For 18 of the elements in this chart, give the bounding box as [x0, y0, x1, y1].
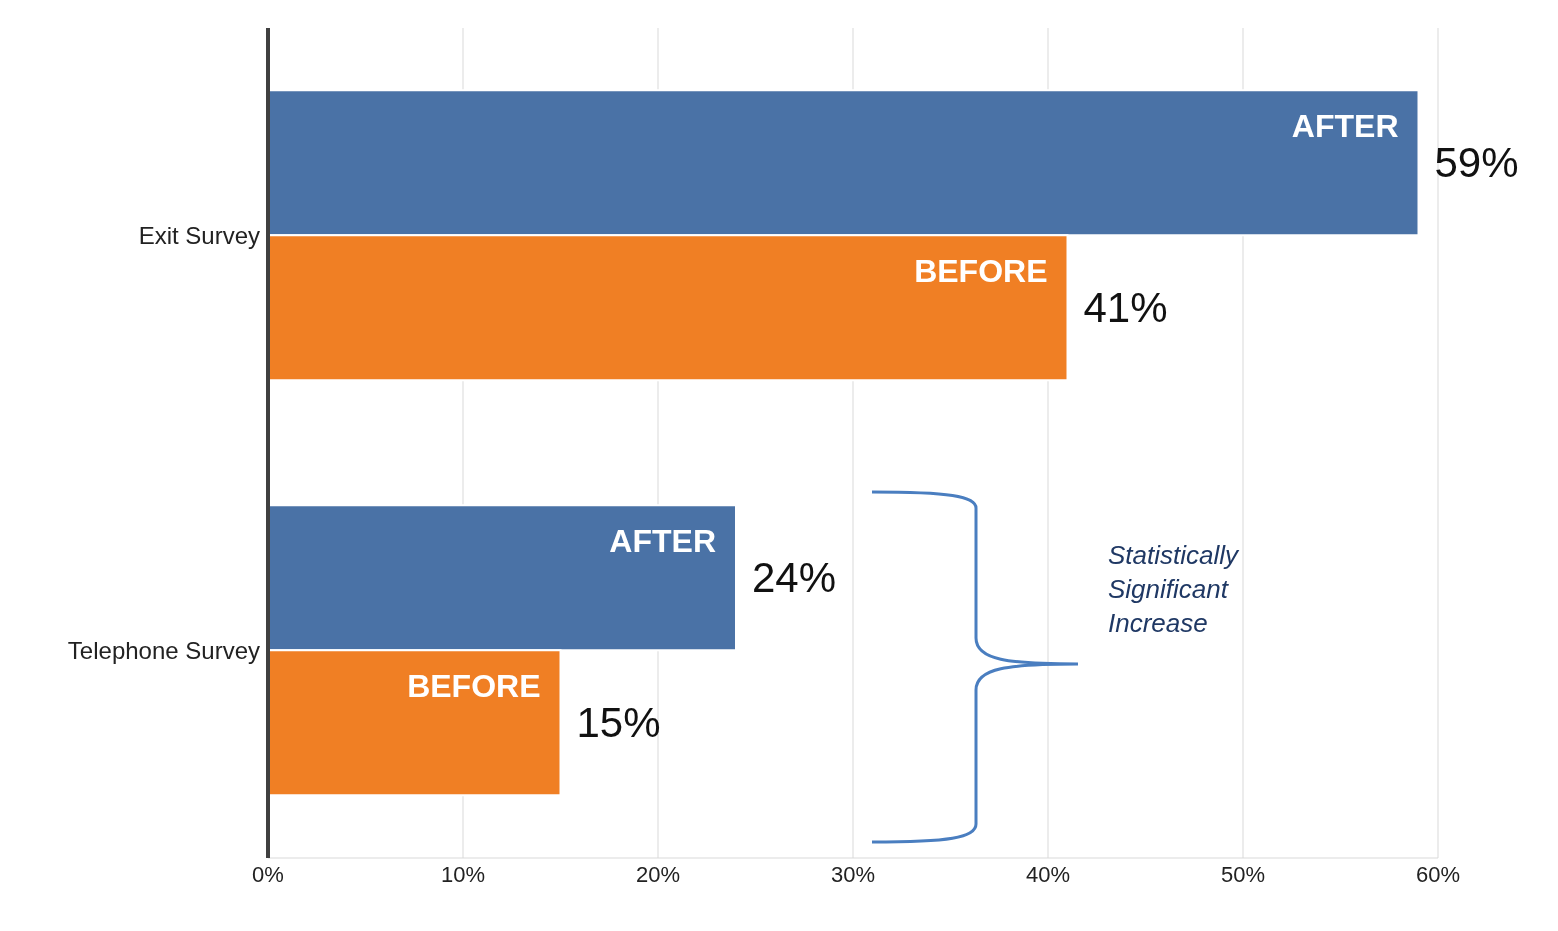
data-label: 24% — [752, 554, 837, 602]
x-tick-label: 60% — [1415, 861, 1461, 887]
x-tick-label: 50% — [1220, 861, 1266, 887]
series-label: AFTER — [1291, 108, 1399, 145]
x-tick-label: 30% — [830, 861, 876, 887]
x-tick-label: 10% — [440, 861, 486, 887]
x-tick-label: 20% — [635, 861, 681, 887]
series-label: BEFORE — [914, 253, 1048, 290]
annotation: Statistically Significant Increase — [1108, 539, 1240, 640]
data-label: 15% — [576, 699, 661, 747]
y-tick-label: Telephone Survey — [67, 637, 260, 665]
text: BEFORE — [407, 668, 541, 705]
data-label: 59% — [1434, 139, 1519, 187]
x-tick-label: 0% — [252, 861, 284, 887]
y-tick-label: Exit Survey — [138, 222, 260, 250]
text: AFTER — [609, 523, 716, 560]
x-tick-label: 40% — [1025, 861, 1071, 887]
data-label: 41% — [1083, 284, 1168, 332]
